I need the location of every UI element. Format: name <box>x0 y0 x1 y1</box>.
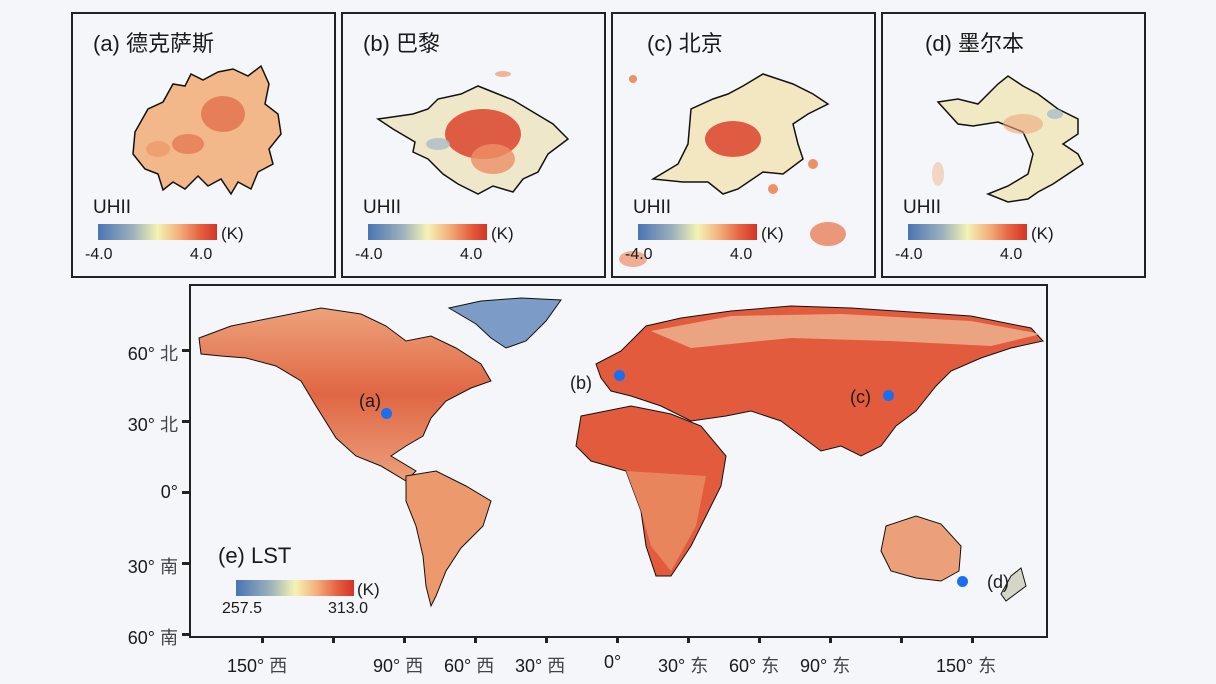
x-label-90w: 90° 西 <box>373 656 424 677</box>
marker-label-b: (b) <box>570 373 592 393</box>
x-tick <box>261 636 264 643</box>
lst-unit: (K) <box>357 580 380 599</box>
panel-title: (b) 巴黎 <box>363 31 441 56</box>
lst-min: 257.5 <box>222 600 263 617</box>
y-label-60n: 60° 北 <box>127 344 178 365</box>
y-tick <box>182 562 190 565</box>
y-label-0: 0° <box>160 482 178 502</box>
lst-max: 313.0 <box>328 600 369 617</box>
colorbar-max: 4.0 <box>190 246 213 263</box>
x-tick <box>545 636 548 643</box>
x-tick <box>332 636 335 643</box>
legend-label: UHII <box>903 197 941 218</box>
colorbar-min: -4.0 <box>85 246 113 263</box>
x-tick <box>687 636 690 643</box>
marker-label-a: (a) <box>359 391 381 411</box>
panel-paris: (b) 巴黎 UHII (K) -4.0 4.0 <box>341 12 606 278</box>
colorbar-min: -4.0 <box>355 246 383 263</box>
world-lst-map <box>189 284 1048 638</box>
panel-melbourne: (d) 墨尔本 UHII (K) -4.0 4.0 <box>881 12 1146 278</box>
legend-label: UHII <box>633 197 671 218</box>
y-label-30n: 30° 北 <box>127 415 178 436</box>
colorbar-max: 4.0 <box>1000 246 1023 263</box>
marker-dot-melbourne[interactable] <box>957 576 968 587</box>
paris-uhii-map <box>375 71 570 195</box>
uhii-colorbar <box>368 224 487 240</box>
colorbar-min: -4.0 <box>625 246 653 263</box>
y-label-30s: 30° 南 <box>127 557 178 578</box>
uhii-colorbar <box>98 224 217 240</box>
lst-title: (e) LST <box>218 543 292 568</box>
new-zealand <box>1000 567 1027 602</box>
y-tick <box>182 349 190 352</box>
panel-title: (c) 北京 <box>647 31 723 56</box>
panel-texas: (a) 德克萨斯 UHII (K) -4.0 4.0 <box>71 12 336 278</box>
y-tick <box>182 633 190 636</box>
colorbar-min: -4.0 <box>895 246 923 263</box>
x-tick <box>474 636 477 643</box>
x-label-30w: 30° 西 <box>515 656 566 677</box>
unit-label: (K) <box>1031 224 1054 243</box>
marker-dot-beijing[interactable] <box>883 390 894 401</box>
y-label-60s: 60° 南 <box>127 628 178 649</box>
x-label-90e: 90° 东 <box>800 656 851 677</box>
x-tick <box>616 636 619 643</box>
panel-title: (d) 墨尔本 <box>925 31 1025 56</box>
colorbar-max: 4.0 <box>460 246 483 263</box>
marker-dot-paris[interactable] <box>614 370 625 381</box>
panel-beijing: (c) 北京 UHII (K) -4.0 4.0 <box>611 12 876 278</box>
x-tick <box>971 636 974 643</box>
legend-label: UHII <box>363 197 401 218</box>
x-label-150w: 150° 西 <box>227 656 288 677</box>
x-label-0: 0° <box>604 652 622 672</box>
lst-colorbar <box>236 580 354 596</box>
y-tick <box>182 491 190 494</box>
x-tick <box>829 636 832 643</box>
x-tick <box>403 636 406 643</box>
x-label-30e: 30° 东 <box>658 656 709 677</box>
x-tick <box>758 636 761 643</box>
x-label-60w: 60° 西 <box>444 656 495 677</box>
marker-dot-texas[interactable] <box>381 408 392 419</box>
unit-label: (K) <box>221 224 244 243</box>
legend-label: UHII <box>93 197 131 218</box>
melbourne-uhii-map <box>932 75 1084 203</box>
beijing-uhii-map <box>619 73 846 267</box>
panel-title: (a) 德克萨斯 <box>93 31 215 56</box>
australia <box>880 515 962 582</box>
north-america <box>198 307 492 482</box>
south-america <box>405 470 492 608</box>
uhii-colorbar <box>638 224 757 240</box>
unit-label: (K) <box>761 224 784 243</box>
colorbar-max: 4.0 <box>730 246 753 263</box>
uhii-colorbar <box>908 224 1027 240</box>
marker-label-c: (c) <box>850 387 871 407</box>
y-tick <box>182 420 190 423</box>
greenland <box>447 297 562 349</box>
world-map-graphic <box>198 297 1044 608</box>
unit-label: (K) <box>491 224 514 243</box>
marker-label-d: (d) <box>987 572 1009 592</box>
x-label-60e: 60° 东 <box>729 656 780 677</box>
x-label-150e: 150° 东 <box>936 656 997 677</box>
texas-uhii-map <box>132 64 282 196</box>
x-tick <box>900 636 903 643</box>
